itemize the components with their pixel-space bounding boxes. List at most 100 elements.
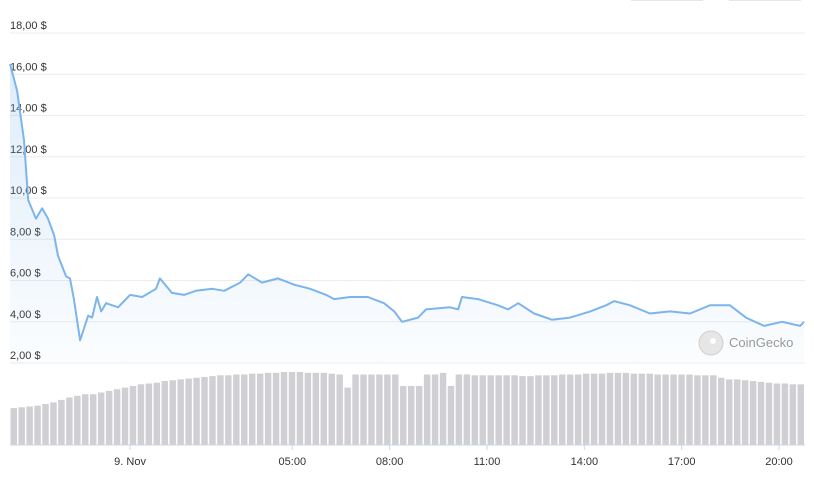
volume-bar — [781, 383, 789, 445]
x-tick-label: 17:00 — [668, 456, 696, 468]
volume-bar — [495, 375, 502, 445]
volume-bar — [264, 372, 272, 445]
volume-bar — [82, 394, 89, 445]
volume-bar — [519, 376, 526, 445]
volume-bar — [630, 373, 638, 445]
volume-bar — [217, 375, 224, 445]
volume-bar — [773, 383, 781, 445]
volume-bar — [153, 382, 161, 445]
volume-bar — [535, 375, 542, 445]
volume-bar — [161, 381, 168, 445]
volume-bar — [26, 406, 33, 445]
volume-bar — [90, 394, 97, 445]
volume-bar — [638, 373, 645, 445]
volume-bar — [694, 375, 701, 445]
volume-bar — [272, 372, 280, 445]
volume-bar — [296, 372, 304, 445]
volume-bar — [511, 375, 518, 445]
y-tick-label: 16,00 $ — [10, 61, 47, 73]
volume-bar — [598, 373, 606, 445]
volume-bar — [344, 387, 351, 445]
volume-bar — [765, 382, 773, 445]
volume-bar — [288, 372, 296, 445]
volume-bar — [360, 374, 367, 445]
volume-bar — [304, 372, 312, 445]
volume-bar — [34, 405, 41, 445]
volume-bar — [423, 374, 431, 445]
volume-bar — [479, 375, 486, 445]
volume-bar — [622, 372, 630, 445]
watermark: CoinGecko — [698, 330, 793, 356]
volume-bar — [439, 372, 447, 445]
volume-bar — [241, 374, 248, 445]
volume-bar — [74, 395, 81, 445]
volume-bar — [376, 374, 383, 445]
x-tick-label: 11:00 — [474, 456, 501, 468]
price-line — [9, 63, 805, 342]
volume-bar — [105, 390, 113, 445]
volume-bar — [50, 402, 57, 445]
volume-bar — [654, 374, 661, 445]
volume-bar — [686, 374, 693, 445]
x-tick-label: 08:00 — [376, 456, 404, 468]
volume-bar — [225, 375, 232, 445]
volume-bar — [670, 374, 677, 445]
volume-bar — [559, 374, 566, 445]
volume-bar — [726, 379, 733, 445]
volume-bar — [249, 373, 256, 445]
volume-bar — [97, 392, 105, 445]
volume-bar — [646, 373, 653, 445]
y-tick-label: 18,00 $ — [10, 20, 47, 32]
x-tick-label: 9. Nov — [114, 456, 146, 468]
volume-bar — [757, 381, 765, 445]
volume-bar — [233, 374, 240, 445]
watermark-text: CoinGecko — [729, 335, 793, 350]
volume-bar — [789, 384, 797, 445]
volume-bar — [567, 374, 574, 445]
volume-bar — [702, 375, 709, 445]
volume-bar — [209, 376, 216, 445]
volume-bar — [137, 384, 145, 445]
volume-bar — [797, 384, 804, 445]
volume-bar — [201, 376, 208, 445]
volume-bar — [400, 385, 407, 445]
volume-bar — [471, 375, 479, 445]
volume-bar — [177, 379, 184, 445]
volume-bar — [606, 372, 614, 445]
area — [10, 63, 805, 364]
volume-bar — [408, 385, 415, 445]
x-tick-label: 14:00 — [571, 456, 599, 468]
volume-bar — [113, 389, 121, 445]
volume-bar — [312, 372, 320, 445]
volume-bar — [42, 404, 49, 445]
x-tick-label: 05:00 — [279, 456, 307, 468]
volume-bar — [328, 373, 335, 445]
volume-bar — [320, 372, 327, 445]
volume-bar — [551, 375, 558, 445]
volume-bar — [455, 374, 463, 445]
volume-bar — [280, 372, 288, 445]
volume-bar — [121, 387, 129, 445]
volume-bar — [582, 373, 590, 445]
volume-bar — [18, 407, 25, 445]
volume-bar — [58, 399, 65, 445]
volume-bar — [392, 374, 399, 445]
volume-bar — [10, 408, 17, 445]
volume-bar — [614, 372, 622, 445]
volume-bar — [368, 374, 375, 445]
volume-bar — [431, 374, 439, 445]
volume-bar — [710, 375, 717, 445]
volume-bar — [678, 374, 685, 445]
volume-bar — [527, 376, 534, 445]
volume-bar — [574, 374, 582, 445]
volume-bar — [718, 377, 725, 445]
volume-bar — [352, 374, 359, 445]
volume-bar — [590, 373, 598, 445]
volume-bar — [193, 377, 200, 445]
volume-bar — [129, 385, 137, 445]
volume-bar — [145, 383, 153, 445]
volume-bar — [503, 375, 510, 445]
x-tick-label: 20:00 — [765, 456, 793, 468]
volume-bar — [463, 374, 471, 445]
